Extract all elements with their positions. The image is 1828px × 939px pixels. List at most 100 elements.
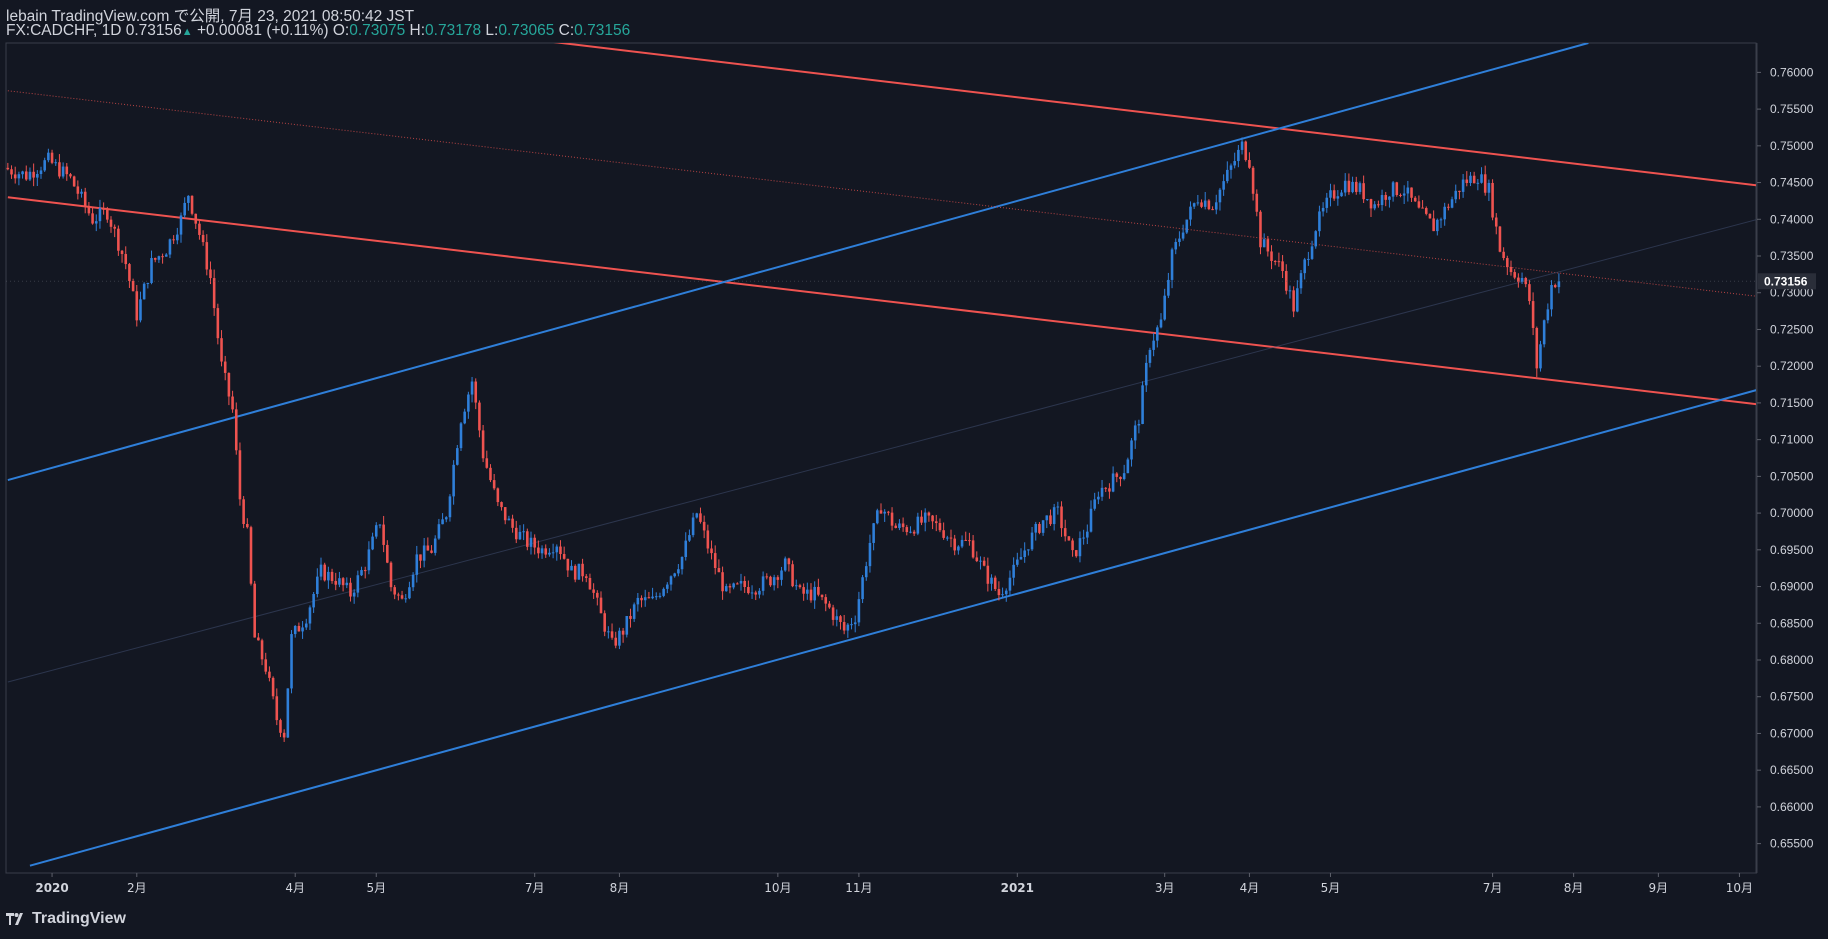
candle-body (562, 554, 566, 559)
candle-body (1498, 226, 1502, 252)
candle-body (397, 594, 400, 596)
candle-body (507, 518, 511, 521)
candle-body (654, 596, 658, 598)
candle-body (408, 587, 411, 599)
candle-body (1406, 187, 1410, 194)
candle-body (463, 411, 466, 424)
candle-body (1480, 174, 1483, 183)
candle-body (249, 527, 253, 584)
candle-body (282, 732, 286, 738)
candle-body (1082, 537, 1085, 539)
candle-body (1413, 197, 1417, 202)
candle-body (1192, 203, 1196, 207)
candle-body (1222, 181, 1225, 190)
time-tick-label: 8月 (610, 881, 630, 895)
candle-body (794, 585, 798, 587)
candle-body (1332, 190, 1336, 199)
candle-body (80, 191, 83, 194)
candle-body (1266, 239, 1270, 252)
candle-body (732, 583, 735, 588)
candle-body (1097, 496, 1100, 500)
candle-body (750, 592, 754, 594)
candle-body (1078, 538, 1082, 557)
candle-body (304, 623, 308, 628)
candle-body (592, 589, 595, 593)
candle-body (1148, 349, 1152, 363)
trend-line-faint[interactable] (7, 219, 1758, 683)
candle-body (596, 592, 599, 598)
candle-body (1325, 197, 1329, 208)
candle-body (1163, 295, 1166, 320)
price-axis[interactable]: 0.76000 0.75500 0.75000 0.74500 0.74000 0.735… (6, 65, 1816, 851)
candle-body (146, 282, 150, 284)
candle-body (430, 550, 433, 553)
candle-body (758, 590, 761, 595)
candle-body (142, 283, 146, 300)
candle-body (1119, 476, 1122, 480)
candle-body (573, 565, 577, 580)
candle-body (927, 512, 931, 516)
time-tick-label: 4月 (285, 881, 305, 895)
candle-body (478, 402, 481, 431)
candle-body (1454, 190, 1458, 200)
trend-line-red-dotted[interactable] (7, 90, 1758, 297)
trend-line-blue[interactable] (29, 389, 1758, 867)
price-tick-label: 0.69500 (1770, 543, 1814, 557)
price-tick-label: 0.72000 (1770, 359, 1814, 373)
trend-line-red[interactable] (7, 196, 1758, 406)
candle-body (356, 575, 360, 593)
candle-body (1535, 327, 1539, 369)
candle-body (982, 560, 986, 566)
last-price-tag (1758, 273, 1816, 290)
candle-body (1513, 272, 1516, 278)
candle-body (1063, 528, 1067, 537)
candle-body (415, 554, 419, 575)
candle-body (599, 597, 603, 614)
time-axis[interactable]: 2020 2月 4月 5月 7月 8月 10月 11月 2021 3月 4月 5月 7月 8月 9月 10月 (35, 873, 1753, 895)
candle-body (1314, 231, 1318, 247)
candle-body (643, 597, 647, 601)
candle-body (139, 299, 142, 321)
candle-body (1336, 196, 1340, 199)
candle-body (1056, 506, 1060, 508)
candle-body (684, 540, 688, 557)
candle-body (58, 162, 61, 177)
trend-line-blue[interactable] (7, 43, 1589, 481)
candle-body (72, 176, 76, 187)
candle-body (887, 511, 890, 513)
candle-body (993, 577, 997, 590)
candle-body (1218, 189, 1222, 203)
candle-body (17, 174, 21, 179)
trend-line-red[interactable] (531, 39, 1758, 187)
candle-body (1167, 279, 1170, 296)
candle-body (334, 580, 338, 585)
candle-body (61, 166, 65, 177)
candle-body (570, 565, 573, 571)
candle-body (10, 169, 13, 175)
time-tick-label: 7月 (1483, 881, 1503, 895)
candle-body (279, 720, 282, 733)
candle-body (1483, 174, 1487, 193)
candle-body (857, 599, 861, 623)
candle-body (481, 430, 485, 459)
candle-body (39, 170, 43, 174)
candle-body (1207, 200, 1211, 210)
candle-body (754, 592, 758, 595)
candle-body (109, 219, 113, 227)
candle-body (91, 213, 94, 224)
candle-body (824, 597, 828, 604)
candle-body (736, 583, 739, 585)
candle-body (1277, 261, 1281, 263)
candle-body (1108, 488, 1111, 492)
candle-body (614, 637, 618, 646)
candle-body (1141, 385, 1144, 424)
candle-body (194, 213, 198, 224)
candle-body (1126, 459, 1130, 474)
candle-body (98, 208, 102, 222)
candle-body (448, 496, 452, 518)
candle-body (986, 565, 990, 584)
candle-body (776, 577, 780, 580)
candle-body (231, 396, 234, 410)
candle-body (1321, 207, 1325, 212)
